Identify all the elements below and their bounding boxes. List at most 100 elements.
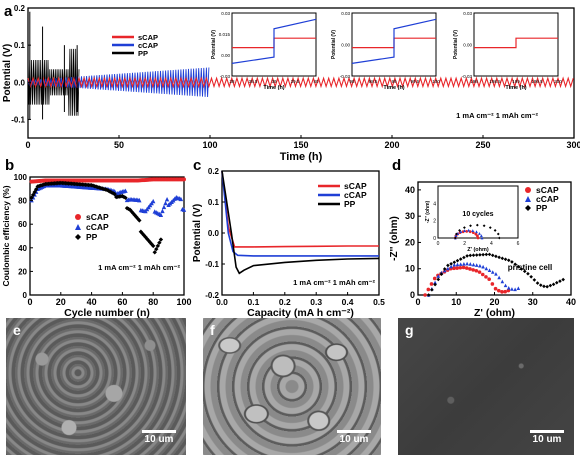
series-pp-point	[154, 246, 159, 252]
panel-d-legend-label: sCAP	[536, 185, 559, 195]
inset-a3-ytick-label: 0.00	[463, 43, 472, 48]
panel-c-legend-label: sCAP	[344, 181, 367, 191]
panel-label-d: d	[392, 157, 401, 174]
series-ccap-point	[181, 207, 187, 212]
series-scap-point	[426, 287, 431, 292]
inset-a3-scap-line	[474, 37, 558, 49]
series-scap-point	[496, 288, 501, 293]
series-scap-point	[493, 286, 498, 291]
series-ccap-point	[497, 275, 501, 280]
series-pp-point	[32, 189, 37, 195]
panel-label-b: b	[5, 157, 14, 174]
series-pp-point	[126, 206, 131, 212]
inset-d-ccap-point	[467, 228, 471, 232]
scale-bar-label-f: 10 um	[339, 434, 369, 445]
panel-d-legend-label: PP	[536, 203, 548, 213]
panel-c-ytick-label: 0.1	[208, 198, 220, 207]
series-ccap-point	[516, 286, 521, 290]
inset-d-ccap-point	[478, 232, 481, 235]
series-scap-point	[474, 268, 479, 273]
panel-b-xtick-label: 60	[117, 297, 127, 307]
inset-d-ccap-point	[475, 230, 478, 234]
panel-d-ytick-label: 10	[405, 264, 415, 274]
inset-a2-xtick-label: 98	[349, 79, 355, 84]
panel-a-ytick-label: 0.0	[14, 78, 26, 87]
series-pp-point	[545, 284, 549, 289]
inset-a1-ytick-label: 0.00	[221, 53, 230, 58]
series-ccap-point	[137, 197, 142, 203]
inset-d-pp-point	[482, 224, 486, 228]
panel-d-annotation-pristine: pristine cell	[508, 263, 552, 272]
panel-c-condition: 1 mA cm⁻² 1 mAh cm⁻²	[293, 278, 375, 287]
panel-c-xtick-label: 0.4	[342, 297, 354, 307]
series-pp-point	[554, 280, 559, 285]
series-pp-point	[158, 237, 164, 242]
series-pp-point	[452, 260, 457, 265]
series-pp-point	[510, 260, 514, 264]
panel-c-xtick-label: 0.0	[216, 297, 228, 307]
panel-c-legend-label: cCAP	[344, 190, 367, 200]
panel-b-ytick-label: 40	[18, 244, 27, 253]
series-ccap-point	[151, 198, 156, 204]
sem-image-f: f 10 um	[203, 318, 381, 455]
series-pp-point	[494, 254, 498, 259]
panel-b-ytick-label: 60	[18, 220, 27, 229]
panel-c-ylabel: Potential (V)	[192, 204, 203, 262]
panel-b-legend-label: sCAP	[86, 212, 109, 222]
inset-a2-ylabel: Potential (V)	[331, 30, 337, 60]
series-pp-point	[137, 218, 142, 223]
inset-a2-xtick-label: 99.5	[411, 79, 420, 84]
panel-d-ytick-label: 20	[405, 237, 415, 247]
panel-b-ytick-label: 20	[18, 267, 27, 276]
panel-c-ytick-label: 0.0	[208, 229, 220, 238]
inset-a3-xtick-label: 198.5	[489, 79, 501, 84]
series-pp-point	[157, 240, 162, 245]
series-scap-point	[490, 282, 495, 286]
series-pp-point	[516, 264, 521, 269]
inset-d-xtick-label: 2	[463, 241, 466, 247]
panel-label-a: a	[4, 3, 13, 20]
inset-d-pp-point	[497, 236, 501, 240]
panel-d-xlabel: Z' (ohm)	[474, 307, 515, 319]
panel-d-legend-swatch	[525, 196, 531, 202]
series-scap-point	[458, 265, 463, 270]
series-ccap-point	[484, 266, 489, 271]
panel-d-xtick-label: 10	[451, 297, 461, 307]
inset-d-ccap-point	[463, 229, 466, 232]
panel-a-xlabel: Time (h)	[280, 151, 323, 163]
inset-d-ccap-point	[471, 229, 475, 232]
series-pp-point	[490, 253, 495, 258]
scale-bar-label-g: 10 um	[532, 434, 562, 445]
series-pp-point	[155, 243, 161, 249]
inset-a3-xtick-label: 200	[554, 79, 562, 84]
series-pp-point	[513, 262, 517, 267]
panel-b-legend-swatch	[75, 214, 81, 220]
inset-d-pp-point	[493, 229, 497, 232]
series-pp-point	[110, 191, 116, 196]
panel-a-legend-label: cCAP	[138, 41, 158, 50]
series-pp-point	[522, 269, 527, 274]
inset-a1-ytick-label: 0.03	[221, 11, 230, 16]
inset-a1-xtick-label: 39	[271, 79, 277, 84]
series-pp-point	[548, 283, 553, 288]
series-ccap-point	[474, 263, 479, 267]
inset-d-xtick-label: 4	[490, 241, 493, 247]
series-pp-point	[487, 252, 492, 257]
panel-d-xtick-label: 40	[566, 297, 576, 307]
panel-b-ytick-label: 100	[14, 173, 28, 182]
series-pp-point	[542, 284, 546, 289]
inset-d-pp-point	[488, 226, 492, 229]
inset-a2-ytick-label: -0.03	[340, 74, 351, 79]
series-ccap-point	[452, 262, 457, 267]
series-pp-point	[503, 257, 508, 262]
inset-a1-ytick-label: -0.03	[220, 74, 231, 79]
sem-image-g: g 10 um	[398, 318, 574, 455]
series-scap-line	[221, 170, 379, 248]
panel-a-condition: 1 mA cm⁻² 1 mAh cm⁻²	[456, 111, 538, 120]
series-ccap-point	[436, 274, 441, 278]
inset-a3-xtick-label: 199.5	[531, 79, 543, 84]
panel-a-legend-label: sCAP	[138, 33, 158, 42]
inset-d-ccap-point	[479, 234, 483, 237]
series-pp-point	[120, 193, 125, 199]
series-pp-point	[500, 256, 505, 261]
